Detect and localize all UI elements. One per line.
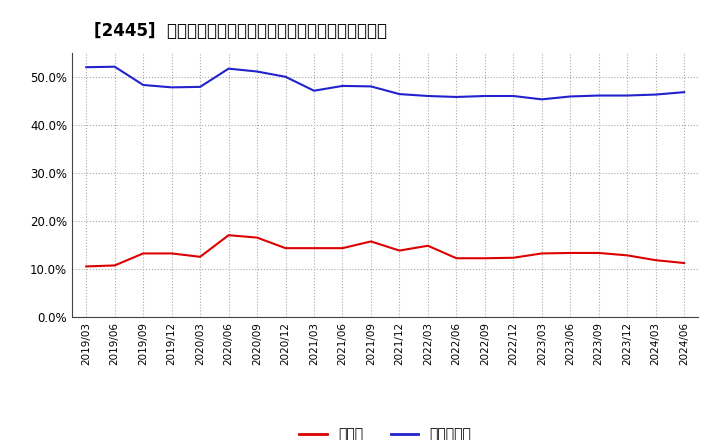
Legend: 現預金, 有利子負債: 現預金, 有利子負債	[293, 422, 477, 440]
Text: [2445]  現預金、有利子負債の総資産に対する比率の推移: [2445] 現預金、有利子負債の総資産に対する比率の推移	[94, 22, 387, 40]
